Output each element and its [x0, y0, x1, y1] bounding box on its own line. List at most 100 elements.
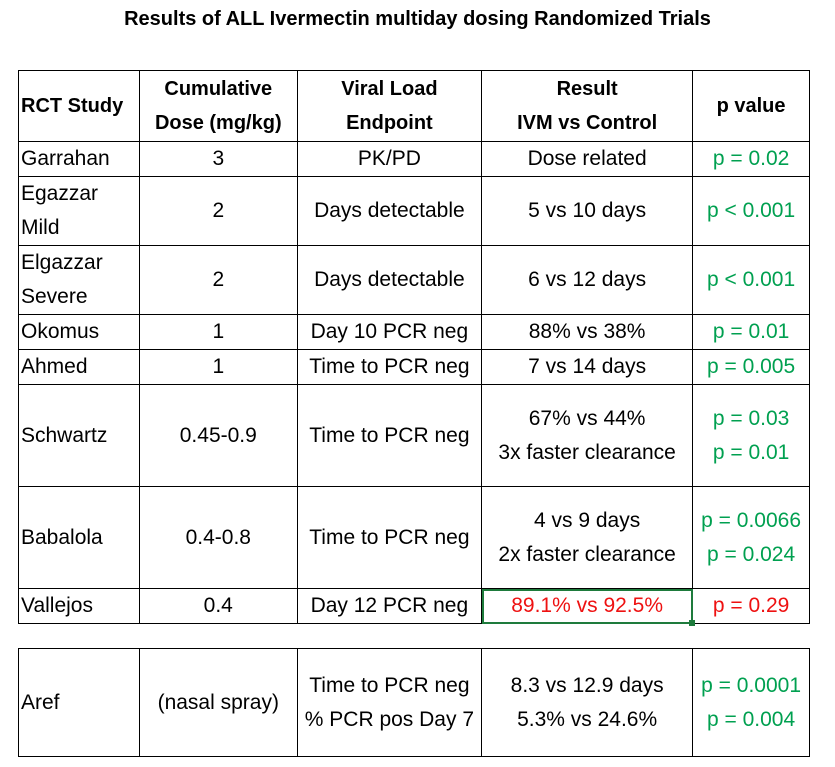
cell-result[interactable]: 6 vs 12 days [481, 245, 694, 315]
cell-endpoint-line: Time to PCR neg [309, 423, 470, 447]
cell-pvalue-line: p = 0.03 [712, 406, 790, 430]
cell-endpoint[interactable]: Time to PCR neg [296, 486, 483, 589]
cell-pvalue[interactable]: p = 0.02 [692, 141, 810, 177]
table-row: Elgazzar Severe 2 Days detectable 6 vs 12 da… [18, 245, 810, 315]
cell-pvalue-line: p = 0.01 [712, 440, 790, 464]
cell-dose[interactable]: 1 [138, 314, 298, 350]
cell-pvalue-line: p = 0.29 [712, 594, 790, 617]
cell-result-line: 88% vs 38% [528, 320, 646, 343]
cell-result-aref[interactable]: 8.3 vs 12.9 days 5.3% vs 24.6% [481, 648, 694, 757]
cell-pvalue-line: p = 0.0066 [701, 508, 801, 532]
cell-pvalue[interactable]: p = 0.03 p = 0.01 [692, 384, 810, 487]
header-endpoint-line1: Viral Load [341, 78, 438, 100]
cell-study-line: Mild [21, 216, 60, 239]
cell-dose-aref[interactable]: (nasal spray) [138, 648, 298, 757]
cell-endpoint[interactable]: Days detectable [296, 245, 483, 315]
cell-pvalue[interactable]: p = 0.0066 p = 0.024 [692, 486, 810, 589]
header-result-line2: IVM vs Control [517, 112, 658, 134]
cell-pvalue[interactable]: p = 0.005 [692, 349, 810, 385]
cell-result[interactable]: 7 vs 14 days [481, 349, 694, 385]
cell-result[interactable]: Dose related [481, 141, 694, 177]
cell-result-line: 2x faster clearance [498, 542, 676, 566]
cell-study[interactable]: Okomus [18, 314, 140, 350]
cell-study[interactable]: Vallejos [18, 588, 140, 624]
cell-pvalue-line: p = 0.02 [712, 147, 790, 170]
table-row-aref: Aref (nasal spray) Time to PCR neg % PCR… [18, 648, 810, 757]
selection-fill-handle[interactable] [688, 619, 695, 626]
cell-dose[interactable]: 0.4-0.8 [138, 486, 298, 589]
cell-result-line: 89.1% vs 92.5% [511, 594, 663, 617]
cell-endpoint-line: Day 12 PCR neg [310, 594, 469, 617]
header-pvalue[interactable]: p value [692, 70, 810, 142]
cell-endpoint-aref[interactable]: Time to PCR neg % PCR pos Day 7 [296, 648, 483, 757]
cell-endpoint[interactable]: Days detectable [296, 176, 483, 246]
cell-result[interactable]: 5 vs 10 days [481, 176, 694, 246]
table-row: Babalola 0.4-0.8 Time to PCR neg 4 vs 9 day… [18, 486, 810, 589]
cell-result-line: 7 vs 14 days [528, 355, 647, 378]
cell-endpoint[interactable]: PK/PD [296, 141, 483, 177]
cell-pvalue-line: p < 0.001 [706, 199, 796, 222]
header-endpoint-line2: Endpoint [346, 112, 433, 134]
cell-result-line: 6 vs 12 days [528, 268, 647, 291]
cell-endpoint[interactable]: Day 12 PCR neg [296, 588, 483, 624]
cell-endpoint-line: Time to PCR neg [309, 355, 470, 378]
header-result[interactable]: Result IVM vs Control [481, 70, 694, 142]
header-result-line1: Result [556, 78, 618, 100]
header-dose[interactable]: Cumulative Dose (mg/kg) [138, 70, 298, 142]
cell-endpoint[interactable]: Time to PCR neg [296, 349, 483, 385]
cell-dose[interactable]: 3 [138, 141, 298, 177]
cell-pvalue-aref-line2: p = 0.004 [706, 707, 796, 731]
cell-study[interactable]: Egazzar Mild [18, 176, 140, 246]
cell-study-line: Schwartz [21, 423, 108, 447]
cell-result[interactable]: 67% vs 44% 3x faster clearance [481, 384, 694, 487]
cell-result-line: 3x faster clearance [498, 440, 676, 464]
cell-pvalue[interactable]: p = 0.01 [692, 314, 810, 350]
cell-dose[interactable]: 0.45-0.9 [138, 384, 298, 487]
cell-result[interactable]: 89.1% vs 92.5% [481, 588, 694, 624]
cell-study[interactable]: Schwartz [18, 384, 140, 487]
table-body: Garrahan 3 PK/PD Dose related p = 0.02 Egazza… [18, 141, 810, 624]
cell-pvalue[interactable]: p = 0.29 [692, 588, 810, 624]
cell-study-aref[interactable]: Aref [18, 648, 140, 757]
cell-result-line: 5 vs 10 days [528, 199, 647, 222]
cell-study[interactable]: Ahmed [18, 349, 140, 385]
cell-dose[interactable]: 0.4 [138, 588, 298, 624]
cell-pvalue-aref-line1: p = 0.0001 [701, 673, 801, 697]
cell-result-line: 67% vs 44% [528, 406, 646, 430]
cell-endpoint-aref-line2: % PCR pos Day 7 [304, 707, 474, 731]
header-dose-line2: Dose (mg/kg) [154, 112, 282, 134]
cell-endpoint[interactable]: Time to PCR neg [296, 384, 483, 487]
header-study[interactable]: RCT Study [18, 70, 140, 142]
aref-table: Aref (nasal spray) Time to PCR neg % PCR… [18, 648, 810, 757]
cell-study-line: Garrahan [21, 147, 110, 170]
cell-pvalue[interactable]: p < 0.001 [692, 245, 810, 315]
cell-result-aref-line2: 5.3% vs 24.6% [517, 707, 658, 731]
cell-pvalue-aref[interactable]: p = 0.0001 p = 0.004 [692, 648, 810, 757]
cell-endpoint-aref-line1: Time to PCR neg [309, 673, 470, 697]
cell-result[interactable]: 88% vs 38% [481, 314, 694, 350]
cell-pvalue-line: p = 0.005 [706, 355, 796, 378]
header-row: RCT Study Cumulative Dose (mg/kg) Viral … [18, 70, 810, 142]
cell-study-line: Babalola [21, 525, 103, 549]
cell-dose[interactable]: 1 [138, 349, 298, 385]
table-row: Ahmed 1 Time to PCR neg 7 vs 14 days p = 0.0… [18, 349, 810, 385]
cell-result-line: Dose related [527, 147, 647, 170]
cell-study-line: Vallejos [21, 594, 93, 617]
cell-pvalue[interactable]: p < 0.001 [692, 176, 810, 246]
cell-endpoint[interactable]: Day 10 PCR neg [296, 314, 483, 350]
page-title: Results of ALL Ivermectin multiday dosin… [124, 8, 711, 30]
results-table: RCT Study Cumulative Dose (mg/kg) Viral … [18, 70, 810, 624]
cell-dose[interactable]: 2 [138, 245, 298, 315]
cell-endpoint-line: Days detectable [314, 268, 465, 291]
cell-study-line: Ahmed [21, 355, 88, 378]
table-row: Okomus 1 Day 10 PCR neg 88% vs 38% p = 0.01 [18, 314, 810, 350]
cell-study[interactable]: Elgazzar Severe [18, 245, 140, 315]
cell-endpoint-line: Day 10 PCR neg [310, 320, 469, 343]
cell-dose[interactable]: 2 [138, 176, 298, 246]
cell-result[interactable]: 4 vs 9 days 2x faster clearance [481, 486, 694, 589]
header-endpoint[interactable]: Viral Load Endpoint [296, 70, 483, 142]
table-row: Schwartz 0.45-0.9 Time to PCR neg 67% vs 44… [18, 384, 810, 487]
table-row: Vallejos 0.4 Day 12 PCR neg 89.1% vs 92.5% p… [18, 588, 810, 624]
cell-study[interactable]: Babalola [18, 486, 140, 589]
cell-study[interactable]: Garrahan [18, 141, 140, 177]
